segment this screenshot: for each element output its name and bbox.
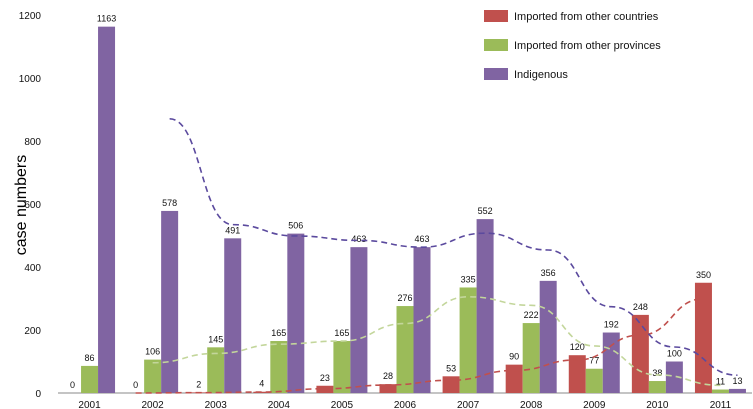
bar [442, 376, 460, 393]
x-tick-label: 2006 [394, 400, 417, 409]
trendline [135, 298, 704, 394]
bar [728, 388, 746, 393]
legend: Imported from other countries Imported fr… [484, 10, 661, 81]
data-label: 4 [259, 379, 264, 389]
x-tick-label: 2004 [268, 400, 291, 409]
data-label: 165 [271, 328, 286, 338]
legend-swatch [484, 10, 508, 22]
legend-swatch [484, 68, 508, 80]
data-label: 165 [334, 328, 349, 338]
data-label: 276 [397, 293, 412, 303]
bar [333, 341, 351, 393]
trendlines [135, 117, 738, 394]
bar [522, 323, 540, 393]
data-label: 578 [162, 198, 177, 208]
y-tick-label: 400 [24, 263, 41, 274]
bar [476, 219, 494, 393]
x-tick-label: 2001 [78, 400, 101, 409]
legend-label: Imported from other provinces [514, 40, 661, 52]
data-label: 0 [70, 380, 75, 390]
bar [379, 384, 397, 393]
data-label: 506 [288, 221, 303, 231]
data-label: 335 [461, 274, 476, 284]
y-axis-label: case numbers [13, 155, 30, 256]
data-label: 192 [604, 320, 619, 330]
bar [98, 26, 116, 394]
x-tick-label: 2010 [646, 400, 669, 409]
data-label: 350 [696, 270, 711, 280]
x-tick-label: 2003 [205, 400, 228, 409]
x-tick-label: 2011 [710, 400, 732, 409]
bars [81, 26, 746, 394]
y-tick-label: 1200 [19, 11, 42, 22]
bar [207, 347, 225, 393]
x-axis-ticks: 2001 2002 2003 2004 2005 2006 2007 2008 2009 2010… [78, 400, 731, 409]
data-label: 120 [570, 342, 585, 352]
data-label: 86 [85, 353, 95, 363]
data-label: 53 [446, 363, 456, 373]
bar [396, 306, 414, 393]
y-tick-label: 600 [24, 200, 41, 211]
legend-label: Indigenous [514, 69, 568, 81]
data-labels: 0 0 2 4 23 28 53 90 120 248 350 86 106 145 165 165 276 33… [70, 14, 742, 390]
x-tick-label: 2009 [583, 400, 606, 409]
data-label: 11 [716, 377, 725, 387]
data-label: 13 [732, 376, 742, 386]
x-tick-label: 2008 [520, 400, 543, 409]
y-tick-label: 800 [24, 137, 41, 148]
bar [224, 238, 242, 393]
bar [459, 287, 477, 393]
bar [287, 233, 305, 393]
data-label: 491 [225, 225, 240, 235]
bar [602, 332, 620, 393]
bar [161, 210, 179, 393]
bar [585, 368, 603, 393]
legend-label: Imported from other countries [514, 11, 659, 23]
data-label: 248 [633, 302, 648, 312]
data-label: 222 [524, 310, 539, 320]
bar [505, 364, 523, 393]
bar [270, 341, 288, 393]
data-label: 356 [541, 268, 556, 278]
trendline [152, 295, 721, 387]
data-label: 552 [478, 206, 493, 216]
data-label: 106 [145, 347, 160, 357]
data-label: 77 [589, 356, 599, 366]
y-tick-label: 200 [24, 326, 41, 337]
x-tick-label: 2005 [331, 400, 354, 409]
data-label: 90 [509, 352, 519, 362]
y-tick-label: 0 [35, 389, 41, 400]
data-label: 463 [351, 234, 366, 244]
data-label: 1163 [97, 14, 116, 24]
data-label: 463 [414, 234, 429, 244]
bar [350, 247, 368, 393]
bar [631, 314, 649, 393]
y-tick-label: 1000 [19, 74, 42, 85]
data-label: 2 [196, 379, 201, 389]
bar [568, 355, 586, 393]
data-label: 0 [133, 380, 138, 390]
data-label: 145 [208, 334, 223, 344]
bar [648, 381, 666, 393]
trendline [169, 117, 738, 377]
data-label: 23 [320, 373, 330, 383]
legend-swatch [484, 39, 508, 51]
bar [694, 282, 712, 393]
bar [253, 391, 271, 393]
x-tick-label: 2007 [457, 400, 480, 409]
bar [81, 365, 99, 393]
data-label: 28 [383, 371, 393, 381]
y-axis-ticks: 0 200 400 600 800 1000 1200 [19, 11, 42, 400]
bar [144, 359, 162, 393]
bar [316, 385, 334, 393]
x-tick-label: 2002 [142, 400, 165, 409]
bar [711, 389, 729, 393]
data-label: 38 [652, 368, 662, 378]
data-label: 100 [667, 349, 682, 359]
bar [665, 361, 683, 393]
bar [539, 280, 557, 393]
